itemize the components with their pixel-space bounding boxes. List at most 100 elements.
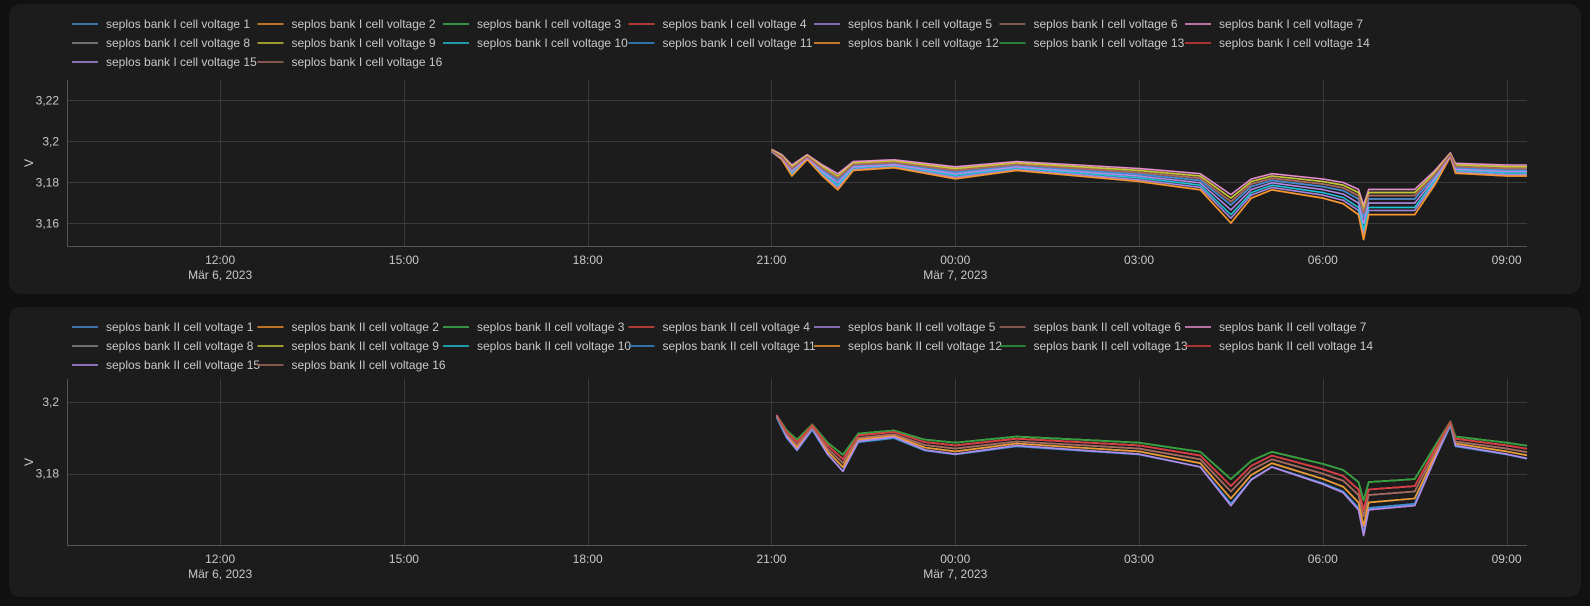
series-line xyxy=(770,150,1527,241)
x-tick-label: 12:00 xyxy=(205,552,235,566)
legend-item[interactable]: seplos bank II cell voltage 9 xyxy=(257,339,440,353)
legend-label: seplos bank I cell voltage 16 xyxy=(292,55,443,69)
legend-item[interactable]: seplos bank II cell voltage 8 xyxy=(72,339,254,353)
x-tick-date-label: Mär 6, 2023 xyxy=(188,268,252,282)
legend-item[interactable]: seplos bank II cell voltage 12 xyxy=(814,339,1002,353)
x-tick-label: 15:00 xyxy=(389,552,419,566)
x-tick-label: 06:00 xyxy=(1308,253,1338,267)
legend-label: seplos bank II cell voltage 12 xyxy=(848,339,1002,353)
legend-item[interactable]: seplos bank I cell voltage 14 xyxy=(1185,36,1370,50)
legend-item[interactable]: seplos bank I cell voltage 6 xyxy=(999,17,1178,31)
chart-bank-1: seplos bank I cell voltage 1 seplos bank … xyxy=(22,17,1527,282)
x-tick-label: 03:00 xyxy=(1124,552,1154,566)
series-line xyxy=(771,151,1527,219)
legend-label: seplos bank I cell voltage 14 xyxy=(1219,36,1370,50)
x-tick-label: 21:00 xyxy=(756,253,786,267)
legend-label: seplos bank I cell voltage 10 xyxy=(477,36,628,50)
legend-label: seplos bank II cell voltage 10 xyxy=(477,339,631,353)
legend-label: seplos bank II cell voltage 6 xyxy=(1034,320,1182,334)
y-tick-label: 3,16 xyxy=(36,216,60,230)
x-tick-label: 00:00 xyxy=(940,552,970,566)
legend-label: seplos bank II cell voltage 11 xyxy=(663,339,817,353)
x-tick-label: 12:00 xyxy=(205,253,235,267)
series-line xyxy=(775,414,1528,502)
x-tick-label: 00:00 xyxy=(940,253,970,267)
legend-label: seplos bank II cell voltage 9 xyxy=(292,339,440,353)
legend-label: seplos bank I cell voltage 2 xyxy=(292,17,436,31)
legend-item[interactable]: seplos bank II cell voltage 10 xyxy=(443,339,631,353)
legend-item[interactable]: seplos bank I cell voltage 13 xyxy=(999,36,1185,50)
x-tick-date-label: Mär 7, 2023 xyxy=(923,268,987,282)
legend-item[interactable]: seplos bank II cell voltage 15 xyxy=(72,358,260,372)
x-tick-label: 18:00 xyxy=(573,253,603,267)
legend-item[interactable]: seplos bank I cell voltage 5 xyxy=(814,17,992,31)
y-axis-label: V xyxy=(22,159,36,167)
legend-label: seplos bank II cell voltage 7 xyxy=(1219,320,1367,334)
legend-label: seplos bank I cell voltage 1 xyxy=(106,17,250,31)
grid xyxy=(67,379,1527,545)
x-tick-label: 06:00 xyxy=(1308,552,1338,566)
series-line xyxy=(775,415,1528,537)
legend-item[interactable]: seplos bank I cell voltage 2 xyxy=(257,17,436,31)
series-line xyxy=(775,415,1528,527)
x-tick-label: 18:00 xyxy=(573,552,603,566)
y-tick-label: 3,22 xyxy=(36,93,60,107)
legend-item[interactable]: seplos bank I cell voltage 8 xyxy=(72,36,250,50)
series-line xyxy=(771,150,1527,214)
legend-item[interactable]: seplos bank II cell voltage 2 xyxy=(257,320,440,334)
legend-item[interactable]: seplos bank II cell voltage 1 xyxy=(72,320,254,334)
legend-item[interactable]: seplos bank I cell voltage 4 xyxy=(628,17,807,31)
legend-item[interactable]: seplos bank I cell voltage 15 xyxy=(72,55,257,69)
legend: seplos bank I cell voltage 1 seplos bank … xyxy=(72,17,1370,69)
series-lines xyxy=(775,414,1528,537)
legend-item[interactable]: seplos bank II cell voltage 14 xyxy=(1185,339,1373,353)
legend-label: seplos bank I cell voltage 6 xyxy=(1034,17,1178,31)
legend-item[interactable]: seplos bank I cell voltage 16 xyxy=(257,55,443,69)
legend: seplos bank II cell voltage 1 seplos bank… xyxy=(72,320,1373,372)
series-line xyxy=(775,414,1528,511)
legend-label: seplos bank I cell voltage 15 xyxy=(106,55,257,69)
x-tick-label: 21:00 xyxy=(756,552,786,566)
x-tick-label: 09:00 xyxy=(1492,253,1522,267)
legend-item[interactable]: seplos bank I cell voltage 1 xyxy=(72,17,250,31)
legend-item[interactable]: seplos bank II cell voltage 6 xyxy=(999,320,1182,334)
legend-label: seplos bank I cell voltage 7 xyxy=(1219,17,1363,31)
chart-bank-2: seplos bank II cell voltage 1 seplos bank… xyxy=(22,320,1528,581)
x-tick-label: 09:00 xyxy=(1492,552,1522,566)
series-line xyxy=(775,415,1528,537)
legend-item[interactable]: seplos bank II cell voltage 7 xyxy=(1185,320,1367,334)
legend-label: seplos bank II cell voltage 13 xyxy=(1034,339,1188,353)
legend-label: seplos bank II cell voltage 8 xyxy=(106,339,254,353)
legend-item[interactable]: seplos bank II cell voltage 13 xyxy=(999,339,1188,353)
legend-label: seplos bank I cell voltage 13 xyxy=(1034,36,1185,50)
y-axis-label: V xyxy=(22,458,36,466)
series-line xyxy=(771,150,1527,231)
legend-item[interactable]: seplos bank II cell voltage 3 xyxy=(443,320,625,334)
y-tick-label: 3,2 xyxy=(42,395,59,409)
legend-item[interactable]: seplos bank II cell voltage 16 xyxy=(257,358,446,372)
series-line xyxy=(771,150,1527,225)
legend-item[interactable]: seplos bank I cell voltage 9 xyxy=(257,36,436,50)
legend-label: seplos bank II cell voltage 16 xyxy=(292,358,446,372)
legend-label: seplos bank I cell voltage 3 xyxy=(477,17,621,31)
legend-label: seplos bank I cell voltage 4 xyxy=(663,17,807,31)
y-tick-label: 3,2 xyxy=(42,134,59,148)
legend-label: seplos bank I cell voltage 11 xyxy=(663,36,813,50)
series-line xyxy=(771,148,1527,206)
legend-item[interactable]: seplos bank I cell voltage 12 xyxy=(814,36,999,50)
legend-item[interactable]: seplos bank I cell voltage 11 xyxy=(628,36,813,50)
legend-item[interactable]: seplos bank I cell voltage 7 xyxy=(1185,17,1363,31)
legend-item[interactable]: seplos bank II cell voltage 11 xyxy=(628,339,817,353)
legend-item[interactable]: seplos bank II cell voltage 4 xyxy=(628,320,811,334)
legend-item[interactable]: seplos bank I cell voltage 10 xyxy=(443,36,628,50)
series-line xyxy=(771,150,1527,235)
legend-label: seplos bank I cell voltage 5 xyxy=(848,17,992,31)
legend-item[interactable]: seplos bank II cell voltage 5 xyxy=(814,320,996,334)
legend-label: seplos bank II cell voltage 15 xyxy=(106,358,260,372)
chart-card-bank-2: seplos bank II cell voltage 1 seplos bank… xyxy=(9,307,1581,597)
legend-label: seplos bank I cell voltage 12 xyxy=(848,36,999,50)
series-line xyxy=(771,149,1527,210)
legend-item[interactable]: seplos bank I cell voltage 3 xyxy=(443,17,621,31)
x-tick-date-label: Mär 7, 2023 xyxy=(923,567,987,581)
chart-card-bank-1: seplos bank I cell voltage 1 seplos bank … xyxy=(9,4,1581,294)
